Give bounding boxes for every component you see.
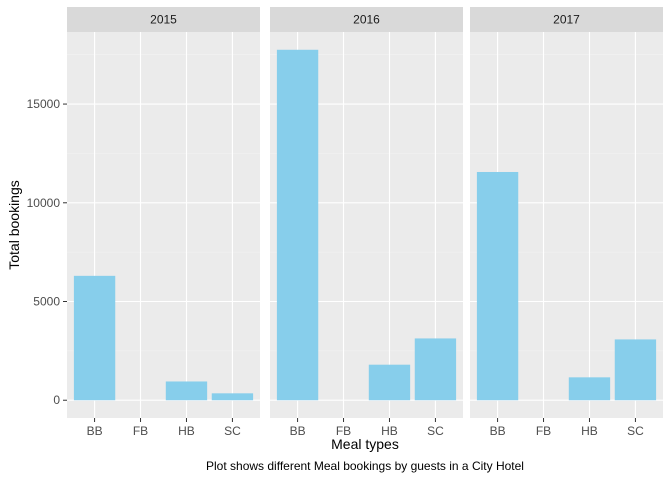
- facet-panels: 2015 BB FB HB SC 2016 BB FB HB SC 2017 BB FB HB SC: [67, 7, 663, 438]
- bar-2015-BB: [73, 275, 116, 401]
- x-tick-label: HB: [581, 424, 598, 438]
- y-tick-label: 0: [53, 393, 60, 407]
- facet-panel-2016: 2016 BB FB HB SC: [270, 7, 463, 438]
- x-tick-label: BB: [490, 424, 506, 438]
- facet-strip: [67, 7, 260, 32]
- x-tick-label: FB: [336, 424, 351, 438]
- y-tick-label: 15000: [27, 97, 61, 111]
- facet-strip-label: 2015: [150, 13, 177, 27]
- bar-2015-SC: [211, 393, 254, 401]
- x-tick-label: BB: [290, 424, 306, 438]
- bar-2017-SC: [614, 339, 657, 401]
- facet-strip: [470, 7, 663, 32]
- x-tick-label: SC: [427, 424, 444, 438]
- x-tick-label: SC: [224, 424, 241, 438]
- x-tick-label: SC: [627, 424, 644, 438]
- x-tick-label: FB: [133, 424, 148, 438]
- facet-strip: [270, 7, 463, 32]
- x-tick-label: BB: [87, 424, 103, 438]
- bar-2017-BB: [476, 171, 519, 401]
- facet-panel-2015: 2015 BB FB HB SC: [67, 7, 260, 438]
- facet-strip-label: 2016: [353, 13, 380, 27]
- bar-2016-SC: [414, 338, 457, 401]
- bar-2015-HB: [165, 381, 208, 401]
- chart-caption: Plot shows different Meal bookings by gu…: [206, 459, 524, 473]
- y-axis-title: Total bookings: [6, 180, 22, 270]
- facet-strip-label: 2017: [553, 13, 580, 27]
- x-axis-title: Meal types: [331, 436, 399, 452]
- x-tick-label: HB: [381, 424, 398, 438]
- x-tick-label: FB: [536, 424, 551, 438]
- bar-2017-HB: [568, 377, 611, 401]
- y-tick-label: 10000: [27, 196, 61, 210]
- x-tick-label: HB: [178, 424, 195, 438]
- facet-panel-2017: 2017 BB FB HB SC: [470, 7, 663, 438]
- y-tick-label: 5000: [33, 295, 60, 309]
- bar-2016-BB: [276, 49, 319, 401]
- bar-2016-HB: [368, 364, 411, 401]
- y-axis: 0 5000 10000 15000: [27, 97, 67, 407]
